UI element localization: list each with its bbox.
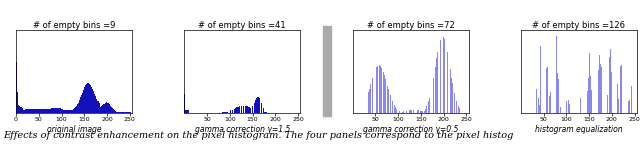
Title: # of empty bins =41: # of empty bins =41 [198, 21, 286, 30]
X-axis label: gamma correction γ=1.5: gamma correction γ=1.5 [195, 125, 290, 133]
X-axis label: gamma correction γ=0.5: gamma correction γ=0.5 [363, 125, 458, 133]
Title: # of empty bins =72: # of empty bins =72 [367, 21, 454, 30]
X-axis label: histogram equalization: histogram equalization [535, 125, 623, 133]
Title: # of empty bins =9: # of empty bins =9 [33, 21, 115, 30]
Text: Effects of contrast enhancement on the pixel histogram. The four panels correspo: Effects of contrast enhancement on the p… [3, 131, 513, 140]
X-axis label: original image: original image [47, 125, 101, 133]
Title: # of empty bins =126: # of empty bins =126 [532, 21, 625, 30]
